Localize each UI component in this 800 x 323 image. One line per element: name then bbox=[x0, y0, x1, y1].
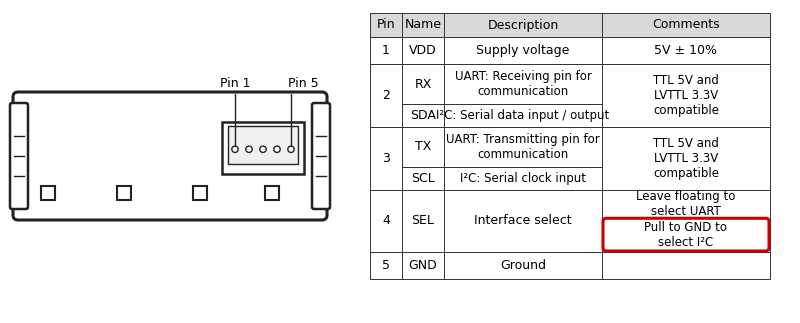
Bar bbox=[370, 127, 402, 190]
Text: SDA: SDA bbox=[410, 109, 436, 122]
Text: Pull to GND to
select I²C: Pull to GND to select I²C bbox=[645, 221, 727, 249]
Bar bbox=[402, 13, 444, 37]
Bar bbox=[194, 186, 207, 200]
Text: tasme: tasme bbox=[502, 159, 638, 197]
Bar bbox=[444, 252, 602, 279]
Bar bbox=[118, 186, 131, 200]
Bar bbox=[370, 252, 402, 279]
Bar bbox=[370, 64, 402, 127]
Bar bbox=[602, 13, 770, 37]
Text: TTL 5V and
LVTTL 3.3V
compatible: TTL 5V and LVTTL 3.3V compatible bbox=[653, 74, 719, 117]
Text: Pin: Pin bbox=[377, 18, 395, 32]
FancyBboxPatch shape bbox=[13, 92, 327, 220]
Text: 2: 2 bbox=[382, 89, 390, 102]
Text: Pin 5: Pin 5 bbox=[288, 77, 318, 90]
Bar bbox=[444, 167, 602, 190]
Text: GND: GND bbox=[409, 259, 438, 272]
Circle shape bbox=[260, 146, 266, 152]
Circle shape bbox=[274, 146, 280, 152]
Bar bbox=[402, 252, 444, 279]
Text: Supply voltage: Supply voltage bbox=[476, 44, 570, 57]
Text: Leave floating to
select UART: Leave floating to select UART bbox=[636, 190, 736, 218]
Bar bbox=[370, 37, 402, 64]
Text: TX: TX bbox=[415, 141, 431, 153]
Bar bbox=[444, 37, 602, 64]
Bar bbox=[370, 190, 402, 252]
Bar bbox=[265, 186, 279, 200]
Bar bbox=[444, 104, 602, 127]
Text: 5: 5 bbox=[382, 259, 390, 272]
Bar bbox=[228, 126, 298, 164]
Bar bbox=[222, 122, 304, 174]
Bar bbox=[602, 64, 770, 127]
Bar bbox=[602, 190, 770, 252]
Text: RX: RX bbox=[414, 78, 432, 90]
Text: UART: Transmitting pin for
communication: UART: Transmitting pin for communication bbox=[446, 133, 600, 161]
Bar bbox=[444, 13, 602, 37]
FancyBboxPatch shape bbox=[312, 103, 330, 209]
Bar bbox=[41, 186, 55, 200]
Text: 4: 4 bbox=[382, 214, 390, 227]
Bar bbox=[402, 127, 444, 167]
Text: UART: Receiving pin for
communication: UART: Receiving pin for communication bbox=[454, 70, 591, 98]
Text: Pin 1: Pin 1 bbox=[220, 77, 250, 90]
Bar bbox=[444, 64, 602, 104]
Text: Comments: Comments bbox=[652, 18, 720, 32]
Text: SEL: SEL bbox=[411, 214, 434, 227]
FancyBboxPatch shape bbox=[603, 218, 769, 251]
Bar bbox=[602, 37, 770, 64]
Text: Name: Name bbox=[405, 18, 442, 32]
Circle shape bbox=[232, 146, 238, 152]
Text: Interface select: Interface select bbox=[474, 214, 572, 227]
Text: I²C: Serial data input / output: I²C: Serial data input / output bbox=[436, 109, 610, 122]
Text: TTL 5V and
LVTTL 3.3V
compatible: TTL 5V and LVTTL 3.3V compatible bbox=[653, 137, 719, 180]
Circle shape bbox=[288, 146, 294, 152]
Text: Description: Description bbox=[487, 18, 558, 32]
Text: VDD: VDD bbox=[409, 44, 437, 57]
Circle shape bbox=[246, 146, 252, 152]
Text: 3: 3 bbox=[382, 152, 390, 165]
Bar bbox=[402, 37, 444, 64]
FancyBboxPatch shape bbox=[10, 103, 28, 209]
Bar bbox=[402, 104, 444, 127]
Text: Ground: Ground bbox=[500, 259, 546, 272]
Bar bbox=[444, 190, 602, 252]
Text: 5V ± 10%: 5V ± 10% bbox=[654, 44, 718, 57]
Bar bbox=[444, 127, 602, 167]
Text: SCL: SCL bbox=[411, 172, 435, 185]
Bar bbox=[602, 252, 770, 279]
Bar bbox=[602, 127, 770, 190]
Bar bbox=[402, 167, 444, 190]
Bar bbox=[370, 13, 402, 37]
Bar bbox=[402, 64, 444, 104]
Text: 1: 1 bbox=[382, 44, 390, 57]
Text: I²C: Serial clock input: I²C: Serial clock input bbox=[460, 172, 586, 185]
Bar bbox=[402, 190, 444, 252]
